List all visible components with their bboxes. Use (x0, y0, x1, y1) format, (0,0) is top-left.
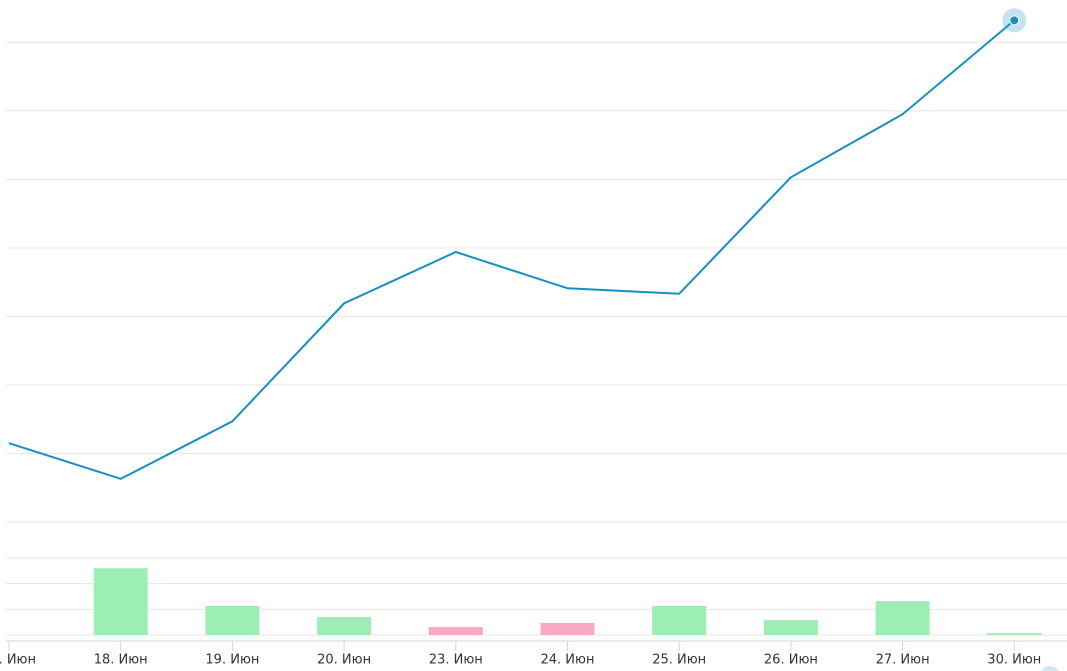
x-tick-label: 18. Июн (94, 653, 148, 668)
x-tick-label: 25. Июн (652, 653, 706, 668)
x-tick-label: 17. Июн (0, 653, 36, 668)
x-tick-label: 23. Июн (429, 653, 483, 668)
volume-bar (875, 601, 930, 635)
volume-bar (93, 568, 148, 635)
x-tick-label: 19. Июн (205, 653, 259, 668)
volume-bar (205, 605, 260, 635)
x-tick-label: 26. Июн (764, 653, 818, 668)
volume-bar (987, 632, 1042, 635)
x-tick-label: 27. Июн (876, 653, 930, 668)
volume-bar (428, 627, 483, 635)
volume-bar (763, 620, 818, 635)
x-tick-label: 24. Июн (541, 653, 595, 668)
volume-bar (317, 617, 372, 635)
volume-bar (652, 605, 707, 635)
last-point (1009, 15, 1020, 26)
navigator-handle[interactable] (1040, 666, 1060, 671)
volume-bar (540, 622, 595, 635)
x-tick-label: 30. Июн (987, 653, 1041, 668)
price-line (8, 19, 1015, 480)
x-tick-label: 20. Июн (317, 653, 371, 668)
